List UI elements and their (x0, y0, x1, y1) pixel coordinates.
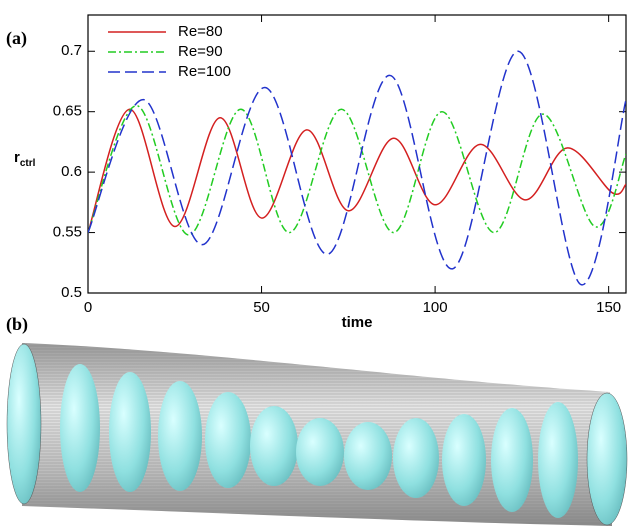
y-tick-label: 0.7 (61, 42, 82, 59)
series-line (88, 104, 626, 236)
y-tick-label: 0.55 (53, 224, 82, 241)
panel-label: (b) (6, 314, 28, 335)
legend-label: Re=100 (178, 63, 231, 80)
cell (586, 392, 628, 526)
y-axis-label-main: r (14, 149, 20, 166)
y-tick-label: 0.65 (53, 103, 82, 120)
panel-label: (a) (6, 28, 27, 49)
y-axis-label-sub: ctrl (20, 158, 36, 169)
cell (6, 343, 42, 505)
x-tick-label: 150 (596, 299, 621, 316)
cell (60, 364, 100, 492)
x-axis-label: time (342, 314, 373, 331)
x-tick-label: 0 (84, 299, 92, 316)
y-tick-label: 0.6 (61, 163, 82, 180)
tube-image (6, 343, 628, 526)
cell (109, 372, 151, 492)
cell (250, 406, 298, 486)
cell (393, 418, 439, 498)
legend-label: Re=90 (178, 43, 223, 60)
plot-frame (87, 14, 627, 294)
x-tick-label: 100 (423, 299, 448, 316)
cell (344, 422, 392, 490)
legend-label: Re=80 (178, 23, 223, 40)
cell (205, 392, 251, 488)
cell (158, 381, 202, 491)
series-line (88, 108, 626, 233)
cell (538, 402, 578, 518)
cell (442, 414, 486, 506)
series-line (88, 50, 626, 286)
x-tick-label: 50 (253, 299, 270, 316)
y-axis-label: rctrl (14, 149, 36, 169)
y-tick-label: 0.5 (61, 284, 82, 301)
cell (296, 418, 344, 486)
cell (491, 408, 533, 512)
plot: 0 50 100 150 0.5 0.55 0.6 0.65 0.7 time rctrl Re=80… (14, 14, 627, 331)
